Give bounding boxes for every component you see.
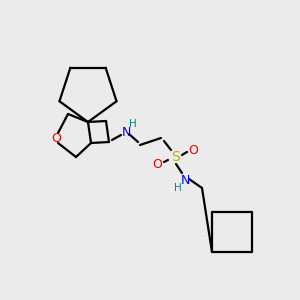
Text: N: N <box>180 173 190 187</box>
Text: O: O <box>51 131 61 145</box>
Text: O: O <box>188 143 198 157</box>
Text: N: N <box>121 125 131 139</box>
Text: H: H <box>174 183 182 193</box>
Text: S: S <box>171 150 179 164</box>
Text: O: O <box>152 158 162 170</box>
Text: H: H <box>129 119 137 129</box>
